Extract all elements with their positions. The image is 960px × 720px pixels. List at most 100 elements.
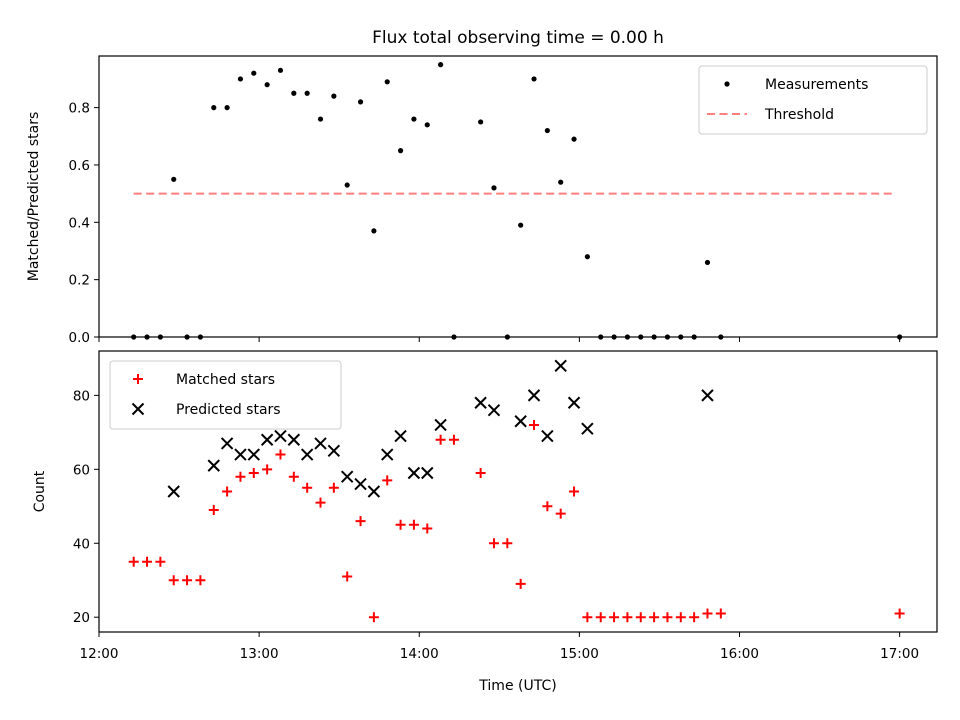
data-point	[384, 79, 390, 85]
data-point	[662, 612, 673, 623]
data-point	[408, 519, 419, 530]
data-point	[248, 468, 259, 479]
legend-swatch	[131, 402, 145, 416]
data-point	[581, 422, 594, 435]
legend-swatch	[724, 81, 730, 87]
data-point	[368, 612, 379, 623]
data-point	[224, 105, 230, 111]
x-tick-label: 12:00	[80, 646, 119, 662]
y-tick-label: 0.0	[69, 330, 90, 346]
y-tick-label: 20	[73, 610, 90, 626]
plot-frame	[98, 350, 938, 633]
data-point	[704, 259, 711, 266]
panel-bottom: 20 40 60 80 12:00 13:00 14:00 15:00 16:00 17:00 Co…	[32, 350, 938, 662]
legend-item: Matched stars	[133, 372, 275, 388]
data-point	[407, 466, 421, 480]
data-point	[317, 116, 324, 122]
data-point	[142, 556, 153, 567]
legend: Measurements Threshold	[698, 65, 928, 135]
data-point	[571, 136, 577, 142]
data-point	[569, 486, 580, 497]
data-point	[357, 99, 364, 105]
data-point	[287, 433, 301, 446]
panel-top: 0.0 0.2 0.4 0.6 0.8 Matched/Predicted stars Me…	[26, 55, 938, 346]
data-point	[354, 477, 367, 491]
data-point	[302, 482, 313, 493]
legend: Matched stars Predicted stars	[109, 360, 342, 430]
legend-box	[698, 65, 928, 135]
x-tick-label: 16:00	[720, 646, 759, 662]
data-point	[558, 179, 564, 185]
data-point	[397, 148, 404, 154]
data-point	[422, 523, 433, 534]
chart-title: Flux total observing time = 0.00 h	[372, 28, 664, 48]
data-point	[395, 519, 406, 530]
legend-box	[109, 360, 342, 430]
data-point	[894, 608, 905, 619]
data-point	[582, 612, 593, 623]
data-point	[262, 464, 273, 475]
data-point	[314, 437, 327, 450]
x-tick-label: 13:00	[240, 646, 279, 662]
y-tick-label: 40	[73, 536, 90, 552]
data-point	[421, 466, 434, 480]
data-point	[315, 497, 326, 508]
data-point	[344, 182, 350, 188]
data-point	[128, 556, 139, 567]
data-point	[367, 485, 381, 498]
series-matched-stars	[128, 419, 905, 623]
legend-label: Matched stars	[176, 372, 275, 388]
data-point	[331, 93, 337, 99]
data-point	[649, 612, 660, 623]
data-point	[235, 471, 246, 482]
data-point	[411, 116, 417, 122]
data-point	[234, 448, 247, 461]
data-point	[168, 575, 179, 586]
series-predicted-stars	[167, 359, 714, 498]
x-tick-label: 17:00	[880, 646, 919, 662]
data-point	[394, 429, 407, 443]
data-point	[702, 608, 713, 619]
legend-item: Threshold	[707, 107, 834, 123]
data-point	[518, 222, 524, 228]
data-point	[382, 475, 393, 486]
data-point	[595, 612, 606, 623]
data-point	[502, 538, 513, 549]
data-point	[675, 612, 686, 623]
data-point	[288, 471, 299, 482]
legend-label: Measurements	[765, 77, 868, 93]
data-point	[554, 359, 567, 372]
y-tick-label: 0.2	[69, 273, 90, 289]
legend-swatch	[133, 374, 143, 384]
data-point	[355, 516, 366, 527]
data-point	[371, 228, 377, 234]
data-point	[327, 444, 341, 458]
data-point	[555, 508, 566, 519]
data-point	[584, 254, 590, 260]
data-point	[251, 70, 257, 76]
data-point	[424, 122, 430, 128]
legend-label: Predicted stars	[176, 402, 281, 418]
data-point	[487, 403, 501, 417]
y-tick-label: 80	[73, 388, 90, 404]
data-point	[689, 612, 700, 623]
data-point	[167, 485, 180, 498]
data-point	[328, 482, 339, 493]
data-point	[340, 470, 354, 483]
data-point	[527, 389, 541, 402]
data-point	[304, 90, 310, 96]
data-point	[182, 575, 193, 586]
data-point	[222, 486, 233, 497]
data-point	[275, 449, 286, 460]
data-point	[342, 571, 353, 582]
data-point	[277, 67, 284, 73]
data-point	[155, 556, 166, 567]
data-point	[544, 127, 550, 134]
legend-item: Measurements	[724, 77, 868, 93]
data-point	[220, 437, 234, 450]
y-tick-label: 0.6	[69, 158, 90, 174]
data-point	[635, 612, 646, 623]
data-point	[609, 612, 620, 623]
data-point	[448, 434, 459, 445]
